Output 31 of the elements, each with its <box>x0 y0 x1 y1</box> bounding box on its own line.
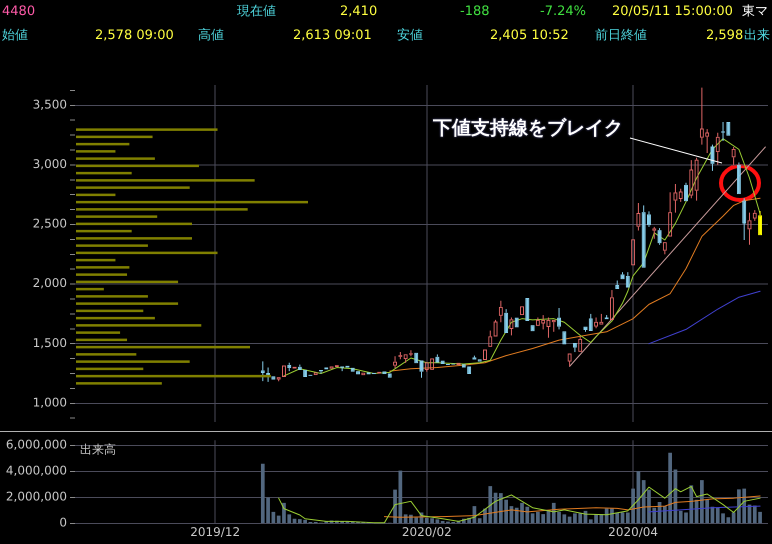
text: 2,410 <box>340 4 378 20</box>
text: 出来 <box>744 28 770 44</box>
y-tick-label: 3,500 <box>32 97 67 112</box>
text: 20/05/11 15:00:00 <box>612 4 733 20</box>
x-tick-label: 2020/04 <box>608 524 658 539</box>
text: 2,613 09:01 <box>293 28 372 44</box>
text: 2,598 <box>706 28 744 44</box>
y-tick-label: 2,000,000 <box>6 490 67 504</box>
annotation: 下値支持線をブレイク <box>433 116 623 140</box>
text: 2,405 10:52 <box>490 28 569 44</box>
y-tick-label: 1,000 <box>32 395 67 410</box>
y-tick-label: 1,500 <box>32 336 67 350</box>
y-tick-label: 4,000,000 <box>6 464 67 478</box>
text: -7.24% <box>540 4 586 20</box>
text: 始値 <box>2 28 28 44</box>
text: 安値 <box>397 28 423 44</box>
text: -188 <box>460 4 490 20</box>
text: 東マ <box>742 4 768 20</box>
chart-title: 出来高 <box>80 442 116 456</box>
text: 現在値 <box>237 4 276 20</box>
text: 4480 <box>2 4 36 20</box>
x-tick-label: 2020/02 <box>402 524 452 539</box>
y-tick-label: 0 <box>59 516 67 530</box>
y-tick-label: 6,000,000 <box>6 438 67 452</box>
text: 高値 <box>198 28 224 44</box>
y-tick-label: 2,500 <box>32 216 67 231</box>
y-tick-label: 3,000 <box>32 157 67 172</box>
x-tick-label: 2019/12 <box>190 524 240 539</box>
y-tick-label: 2,000 <box>32 276 67 290</box>
text: 前日終値 <box>595 28 647 44</box>
text: 2,578 09:00 <box>95 28 174 44</box>
